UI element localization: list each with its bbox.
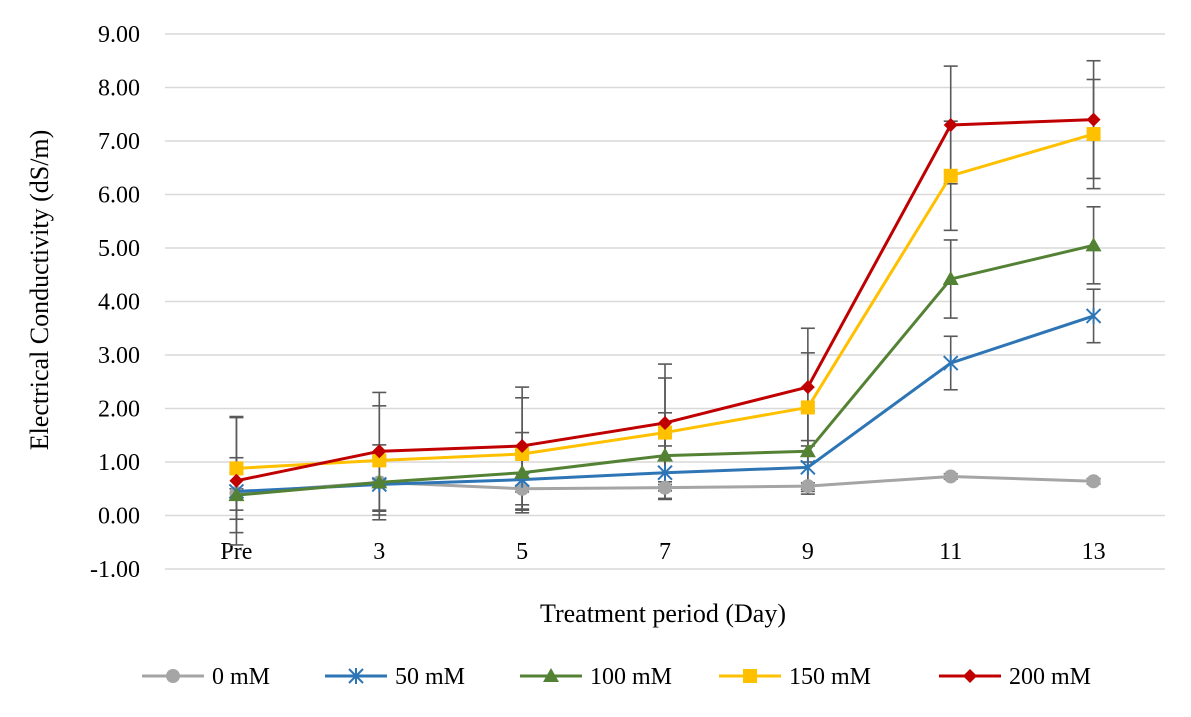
data-point	[943, 117, 958, 132]
legend-marker	[543, 668, 559, 682]
x-axis-ticks: Pre 3 5 7 9 11 13	[220, 539, 1105, 565]
data-point	[229, 473, 244, 488]
data-point	[658, 415, 672, 430]
data-point	[1085, 307, 1102, 324]
series-100-mm	[228, 237, 1102, 502]
y-tick-label: 4.00	[98, 290, 140, 316]
data-point	[1086, 127, 1101, 142]
data-point	[514, 464, 531, 479]
y-tick-label: 5.00	[98, 236, 140, 262]
y-tick-label: 6.00	[98, 183, 140, 209]
y-axis-title: Electrical Conductivity (dS/m)	[25, 130, 54, 451]
legend-item: 50 mM	[325, 664, 465, 690]
x-tick-label: 7	[659, 539, 671, 565]
legend-item: 0 mM	[142, 664, 270, 690]
legend-label: 200 mM	[1009, 664, 1091, 690]
data-point	[372, 453, 387, 468]
data-point	[1085, 237, 1102, 252]
data-point	[658, 425, 672, 440]
data-point	[1086, 474, 1101, 489]
legend-item: 200 mM	[939, 664, 1091, 690]
y-axis-ticks: -1.00 0.00 1.00 2.00 3.00 4.00 5.00 6.00 7.00 8.0…	[90, 22, 140, 583]
data-point	[800, 400, 815, 415]
legend-marker	[743, 669, 757, 683]
series-lines	[228, 112, 1102, 502]
y-tick-label: 0.00	[98, 504, 140, 530]
legend-marker	[348, 668, 364, 684]
data-point	[943, 469, 958, 484]
x-axis-title: Treatment period (Day)	[540, 599, 786, 628]
legend-item: 150 mM	[719, 664, 871, 690]
data-point	[799, 443, 816, 458]
data-point	[800, 380, 815, 395]
data-point	[943, 168, 958, 183]
legend-label: 50 mM	[395, 664, 465, 690]
y-tick-label: 1.00	[98, 450, 140, 476]
data-point	[800, 479, 815, 494]
x-tick-label: 11	[939, 539, 962, 565]
legend: 0 mM 50 mM 100 mM 150 mM 200 mM	[142, 664, 1091, 690]
y-tick-label: 9.00	[98, 22, 140, 48]
series-150-mm	[229, 127, 1101, 476]
data-point	[229, 461, 244, 476]
y-tick-label: 2.00	[98, 397, 140, 423]
data-point	[228, 487, 245, 502]
y-tick-label: -1.00	[90, 557, 140, 583]
y-tick-label: 8.00	[98, 76, 140, 102]
data-point	[657, 464, 673, 481]
data-point	[371, 474, 388, 489]
x-tick-label: 9	[802, 539, 814, 565]
legend-label: 100 mM	[590, 664, 672, 690]
data-point	[658, 480, 672, 495]
data-point	[943, 355, 959, 372]
series-200-mm	[229, 112, 1101, 488]
data-point	[942, 271, 959, 286]
data-point	[372, 444, 387, 459]
data-point	[515, 438, 530, 453]
legend-item: 100 mM	[520, 664, 672, 690]
x-tick-label: 13	[1082, 539, 1106, 565]
legend-marker	[166, 669, 180, 683]
data-point	[515, 446, 530, 461]
y-tick-label: 3.00	[98, 343, 140, 369]
data-point	[657, 447, 673, 462]
data-point	[1086, 112, 1101, 127]
data-point	[800, 459, 816, 476]
x-tick-label: 5	[516, 539, 528, 565]
x-tick-label: 3	[373, 539, 385, 565]
y-tick-label: 7.00	[98, 129, 140, 155]
legend-label: 0 mM	[212, 664, 270, 690]
legend-label: 150 mM	[789, 664, 871, 690]
legend-marker	[963, 669, 977, 683]
data-point	[515, 481, 530, 496]
